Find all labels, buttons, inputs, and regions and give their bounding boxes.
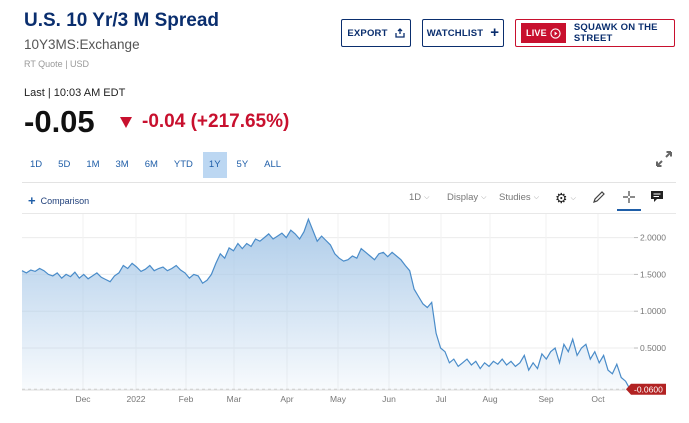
range-1m[interactable]: 1M [86, 159, 100, 170]
chevron-down-icon: ⌵ [424, 193, 430, 201]
chart-top-border [22, 213, 676, 214]
watchlist-button[interactable]: WATCHLIST + [422, 19, 504, 47]
range-selector: 1D 5D 1M 3M 6M YTD 1Y 5Y ALL [24, 152, 291, 178]
watchlist-button-label: WATCHLIST [426, 27, 484, 39]
last-value-label: -0.0600 [634, 384, 663, 394]
settings-dropdown[interactable]: ⚙ ⌵ [555, 190, 576, 207]
export-button-label: EXPORT [347, 27, 388, 39]
squawk-label: SQUAWK ON THE STREET [573, 22, 658, 44]
studies-label: Studies [499, 192, 531, 203]
y-tick-label: 2.0000 [640, 233, 666, 243]
play-icon [550, 27, 561, 39]
chevron-down-icon: ⌵ [533, 193, 539, 201]
down-arrow-icon [120, 116, 132, 128]
crosshair-icon[interactable] [617, 187, 641, 211]
area-fill [22, 219, 630, 390]
interval-label: 1D [409, 192, 422, 203]
last-price: -0.05 [24, 104, 95, 139]
toolbar-divider [22, 182, 676, 183]
x-tick-label: Apr [280, 394, 293, 404]
last-value-marker [626, 383, 666, 395]
range-1y[interactable]: 1Y [202, 152, 227, 178]
comparison-label: Comparison [40, 195, 90, 206]
change-value: -0.04 (+217.65%) [142, 111, 290, 132]
range-5d[interactable]: 5D [58, 159, 71, 170]
x-tick-label: Feb [179, 394, 194, 404]
display-dropdown[interactable]: Display ⌵ [447, 192, 486, 203]
squawk-live-button[interactable]: LIVE SQUAWK ON THE STREET [515, 19, 675, 47]
x-tick-label: Jun [382, 394, 396, 404]
range-all[interactable]: ALL [264, 159, 282, 170]
x-tick-label: 2022 [127, 394, 146, 404]
x-tick-label: Jul [436, 394, 447, 404]
last-updated: Last | 10:03 AM EDT [24, 87, 126, 99]
symbol-label: 10Y3MS:Exchange [24, 37, 140, 52]
x-tick-label: Oct [591, 394, 605, 404]
price-change: -0.04 (+217.65%) [120, 111, 289, 133]
pencil-icon[interactable] [592, 190, 606, 209]
x-tick-label: Mar [227, 394, 242, 404]
studies-dropdown[interactable]: Studies ⌵ [499, 192, 539, 203]
display-label: Display [447, 192, 479, 203]
quote-meta: RT Quote | USD [24, 59, 90, 69]
chevron-down-icon: ⌵ [570, 194, 576, 202]
series-line [21, 217, 631, 390]
interval-dropdown[interactable]: 1D ⌵ [409, 192, 429, 203]
range-5y[interactable]: 5Y [236, 159, 249, 170]
x-tick-label: Aug [482, 394, 497, 404]
gear-icon: ⚙ [555, 190, 568, 206]
export-button[interactable]: EXPORT [341, 19, 411, 47]
range-ytd[interactable]: YTD [173, 159, 193, 170]
y-tick-label: 1.0000 [640, 306, 666, 316]
page-title: U.S. 10 Yr/3 M Spread [24, 10, 220, 31]
comparison-button[interactable]: + Comparison [28, 193, 89, 208]
range-1d[interactable]: 1D [30, 159, 43, 170]
export-icon [394, 28, 405, 38]
range-3m[interactable]: 3M [115, 159, 129, 170]
y-tick-label: 0.5000 [640, 343, 666, 353]
x-tick-label: Sep [538, 394, 553, 404]
plus-icon: + [28, 193, 36, 208]
live-badge: LIVE [521, 23, 566, 43]
chevron-down-icon: ⌵ [481, 193, 487, 201]
live-badge-label: LIVE [526, 28, 547, 38]
x-tick-label: May [330, 394, 347, 404]
x-tick-label: Dec [75, 394, 91, 404]
expand-icon[interactable] [655, 150, 673, 173]
range-6m[interactable]: 6M [144, 159, 158, 170]
y-tick-label: 1.5000 [640, 269, 666, 279]
plus-icon: + [490, 24, 500, 41]
comment-icon[interactable] [650, 190, 664, 208]
